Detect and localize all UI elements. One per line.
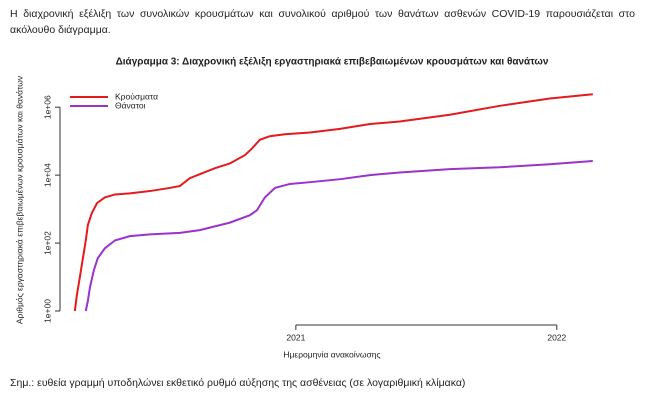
- x-axis-label: Ημερομηνία ανακοίνωσης: [283, 349, 380, 359]
- paragraph: Η διαχρονική εξέλιξη των συνολικών κρουσ…: [10, 8, 635, 36]
- series-line: [73, 93, 593, 312]
- y-axis-label: Αριθμός εργαστηριακά επιβεβαιωμένων κρου…: [14, 76, 24, 324]
- x-tick-label: 2021: [286, 332, 305, 342]
- y-tick-label: 1e+04: [42, 163, 52, 187]
- x-tick-label: 2022: [547, 332, 566, 342]
- y-tick-label: 1e+06: [42, 95, 52, 119]
- legend-label: Κρούσματα: [115, 91, 158, 101]
- series-line: [84, 160, 593, 312]
- note: Σημ.: ευθεία γραμμή υποδηλώνει εκθετικό …: [10, 377, 466, 389]
- chart: Διάγραμμα 3: Διαχρονική εξέλιξη εργαστηρ…: [14, 57, 593, 359]
- legend-label: Θάνατοι: [115, 100, 146, 110]
- y-tick-label: 1e+02: [42, 231, 52, 255]
- chart-title: Διάγραμμα 3: Διαχρονική εξέλιξη εργαστηρ…: [116, 57, 549, 68]
- y-tick-label: 1e+00: [42, 299, 52, 323]
